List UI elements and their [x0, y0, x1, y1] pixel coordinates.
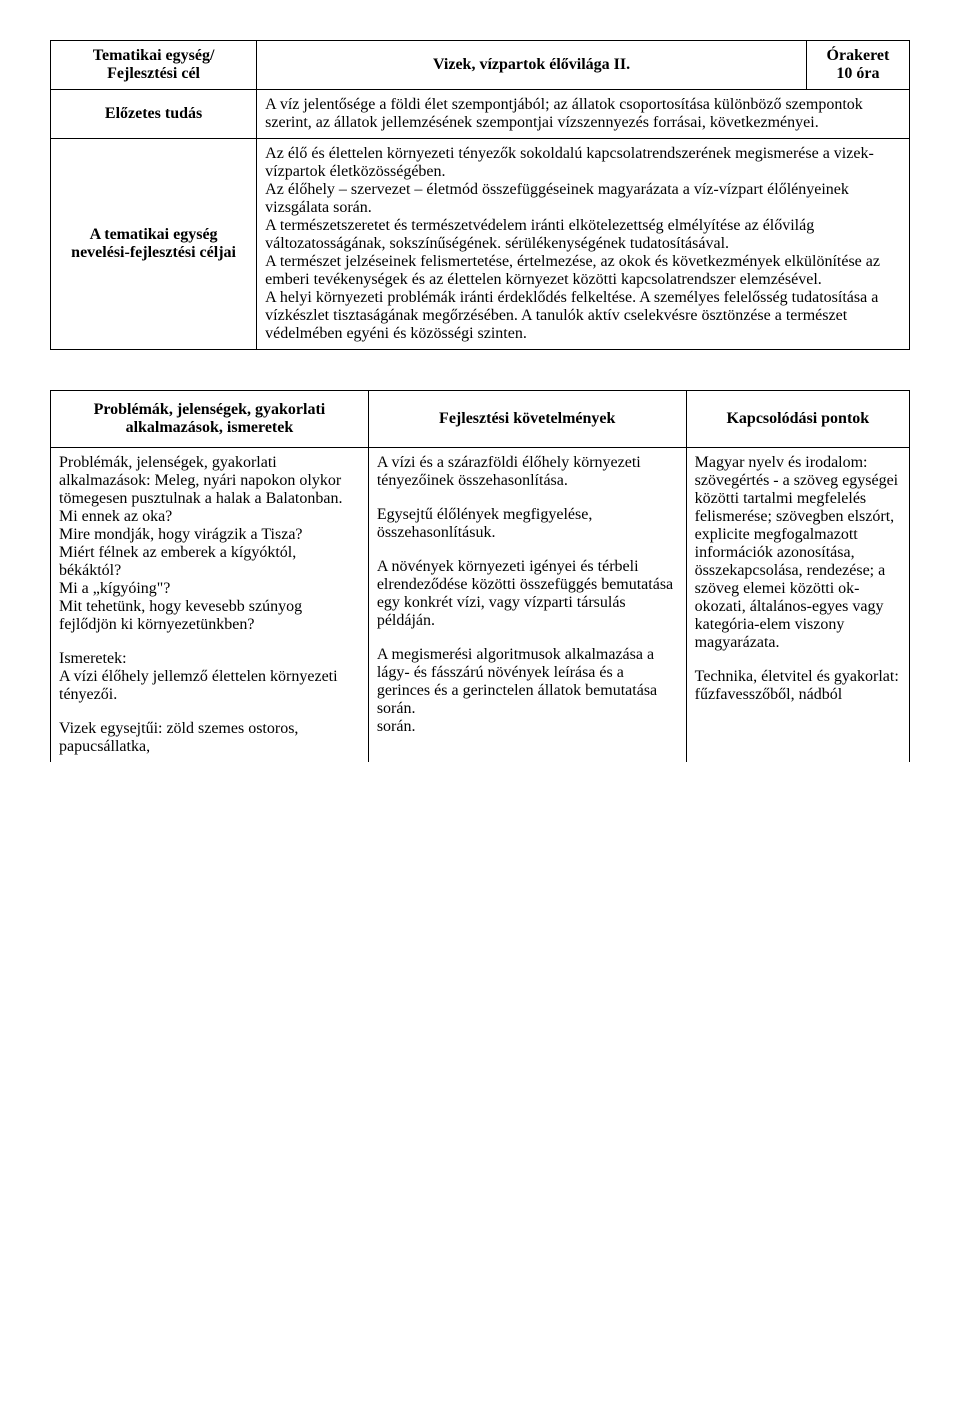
- goals-row: A tematikai egység nevelési-fejlesztési …: [51, 139, 910, 350]
- topic-title: Vizek, vízpartok élővilága II.: [257, 41, 807, 90]
- topic-unit-label: Tematikai egység/Fejlesztési cél: [51, 41, 257, 90]
- table-spacer: [50, 350, 910, 390]
- requirements-table: Problémák, jelenségek, gyakorlati alkalm…: [50, 390, 910, 762]
- col-requirements-body: A vízi és a szárazföldi élőhely környeze…: [368, 448, 686, 763]
- time-frame: Órakeret10 óra: [806, 41, 909, 90]
- requirements-body-row: Problémák, jelenségek, gyakorlati alkalm…: [51, 448, 910, 763]
- topic-unit-table: Tematikai egység/Fejlesztési cél Vizek, …: [50, 40, 910, 350]
- prior-knowledge-label: Előzetes tudás: [51, 90, 257, 139]
- prior-knowledge-row: Előzetes tudás A víz jelentősége a földi…: [51, 90, 910, 139]
- goals-body: Az élő és élettelen környezeti tényezők …: [257, 139, 910, 350]
- header-row: Tematikai egység/Fejlesztési cél Vizek, …: [51, 41, 910, 90]
- col-connections-body: Magyar nyelv és irodalom: szövegértés - …: [686, 448, 909, 763]
- col-requirements-header: Fejlesztési követelmények: [368, 391, 686, 448]
- prior-knowledge-body: A víz jelentősége a földi élet szempontj…: [257, 90, 910, 139]
- goals-label: A tematikai egység nevelési-fejlesztési …: [51, 139, 257, 350]
- col-problems-header: Problémák, jelenségek, gyakorlati alkalm…: [51, 391, 369, 448]
- col-connections-header: Kapcsolódási pontok: [686, 391, 909, 448]
- requirements-header-row: Problémák, jelenségek, gyakorlati alkalm…: [51, 391, 910, 448]
- col-problems-body: Problémák, jelenségek, gyakorlati alkalm…: [51, 448, 369, 763]
